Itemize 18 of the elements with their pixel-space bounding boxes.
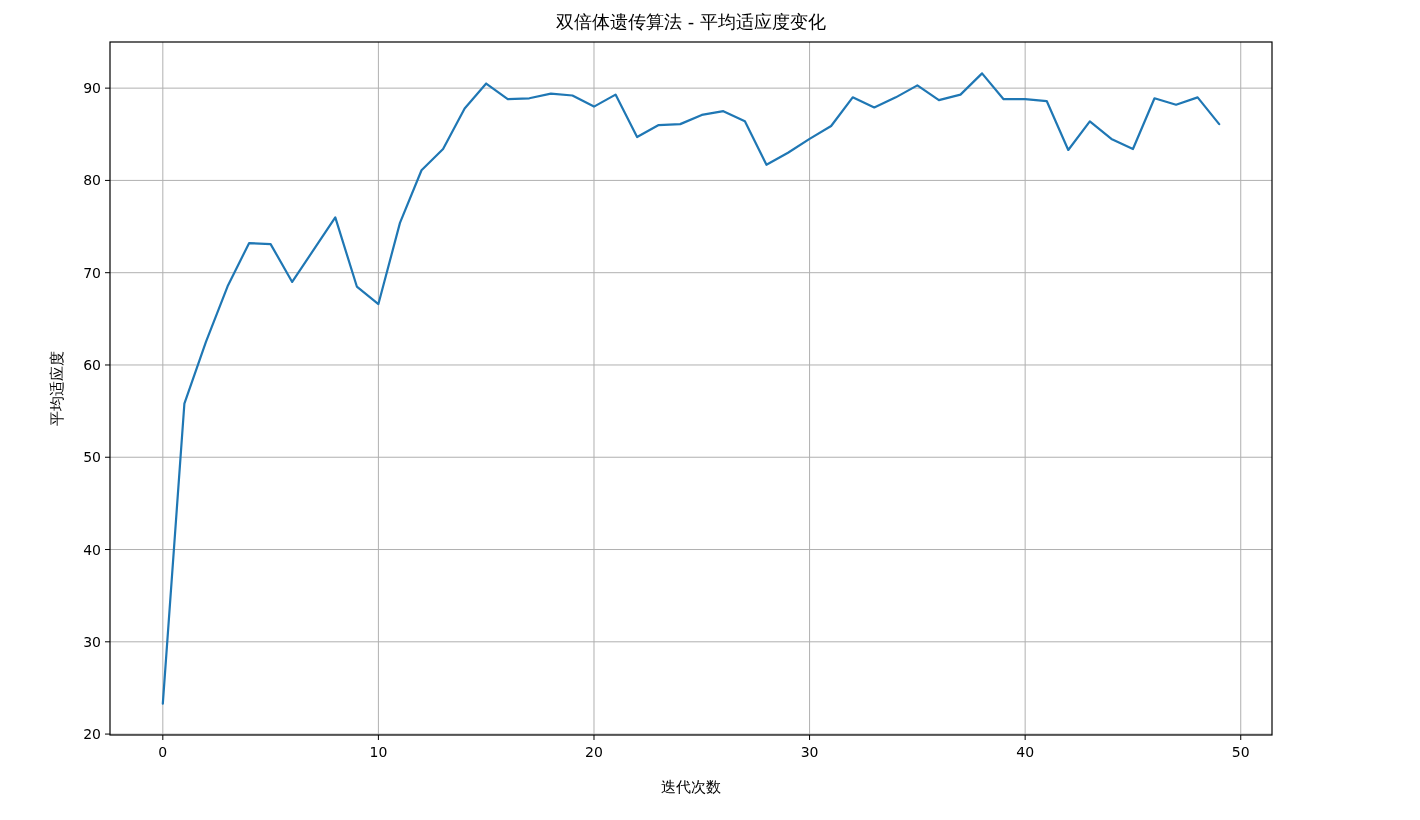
x-tick-label: 30	[800, 744, 819, 760]
x-axis-title: 迭代次数	[661, 778, 721, 796]
y-tick-label: 90	[83, 80, 101, 97]
x-tick-label: 40	[1016, 744, 1035, 760]
y-tick-label: 60	[83, 356, 101, 373]
y-axis-title: 平均适应度	[48, 351, 66, 426]
y-tick-label: 40	[83, 541, 101, 558]
x-tick-label: 20	[585, 744, 603, 760]
chart-title: 双倍体遗传算法 - 平均适应度变化	[556, 11, 826, 32]
y-tick-label: 80	[83, 172, 101, 189]
x-tick-label: 50	[1231, 744, 1250, 760]
y-tick-label: 50	[83, 449, 101, 466]
x-tick-label: 0	[158, 744, 168, 760]
y-tick-label: 20	[83, 726, 101, 743]
x-tick-label: 10	[369, 744, 388, 760]
y-tick-label: 30	[83, 633, 101, 650]
line-series	[161, 72, 1221, 705]
y-tick-label: 70	[83, 264, 101, 281]
